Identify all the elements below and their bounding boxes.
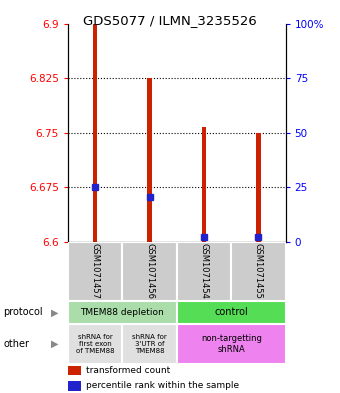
Text: shRNA for
3'UTR of
TMEM88: shRNA for 3'UTR of TMEM88 (132, 334, 167, 354)
Bar (68, 324, 122, 364)
Bar (177, 301, 286, 324)
Bar (68, 301, 177, 324)
Text: other: other (3, 339, 29, 349)
Text: GSM1071454: GSM1071454 (200, 243, 208, 299)
Bar (256, 132, 260, 242)
Text: transformed count: transformed count (86, 366, 170, 375)
Bar (93, 24, 97, 242)
Text: GDS5077 / ILMN_3235526: GDS5077 / ILMN_3235526 (83, 14, 257, 27)
Text: GSM1071455: GSM1071455 (254, 243, 263, 299)
Text: non-targetting
shRNA: non-targetting shRNA (201, 334, 262, 354)
Bar (68, 242, 122, 301)
Text: ▶: ▶ (51, 307, 58, 318)
Bar (122, 324, 177, 364)
Text: GSM1071456: GSM1071456 (145, 243, 154, 299)
Bar (148, 78, 152, 242)
Bar (68, 381, 81, 391)
Text: percentile rank within the sample: percentile rank within the sample (86, 382, 239, 390)
Bar (231, 242, 286, 301)
Bar (177, 324, 286, 364)
Bar (202, 127, 206, 242)
Text: GSM1071457: GSM1071457 (91, 243, 100, 299)
Text: protocol: protocol (3, 307, 43, 318)
Text: shRNA for
first exon
of TMEM88: shRNA for first exon of TMEM88 (76, 334, 115, 354)
Text: control: control (214, 307, 248, 318)
Bar (68, 366, 81, 375)
Bar (177, 242, 231, 301)
Bar (122, 242, 177, 301)
Text: TMEM88 depletion: TMEM88 depletion (81, 308, 164, 317)
Text: ▶: ▶ (51, 339, 58, 349)
